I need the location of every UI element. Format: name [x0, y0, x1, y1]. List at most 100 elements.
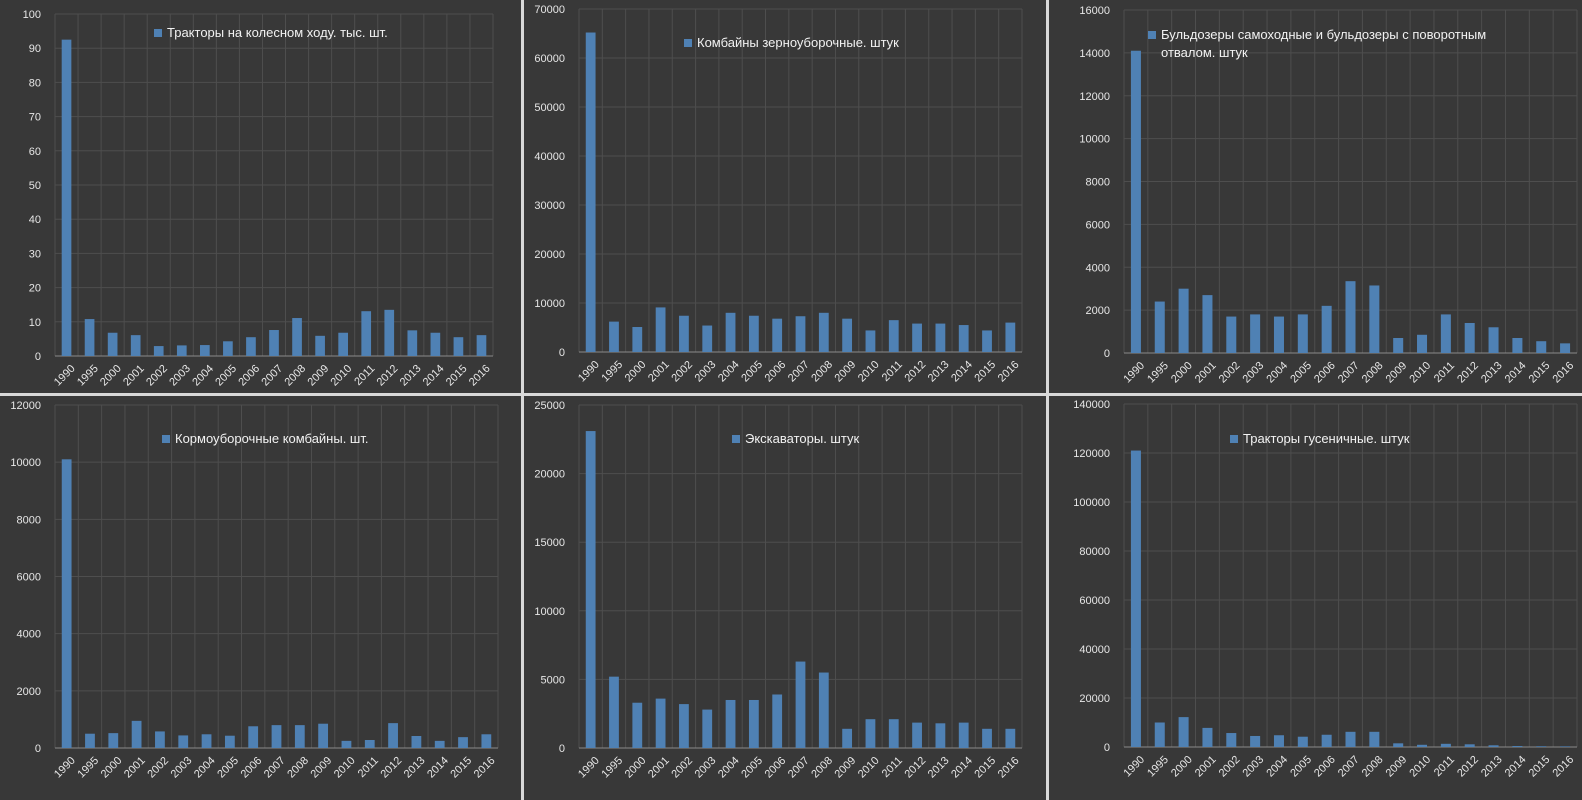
x-tick-label: 2009 [309, 755, 335, 781]
bar-chart-1: 0102030405060708090100199019952000200120… [23, 9, 494, 389]
x-tick-label: 2000 [1169, 360, 1195, 386]
x-tick-label: 2016 [996, 359, 1022, 385]
y-tick-label: 8000 [1086, 177, 1110, 189]
legend-swatch [162, 435, 170, 443]
bar-2012 [1464, 322, 1475, 353]
x-tick-label: 2001 [122, 755, 148, 781]
x-tick-label: 2015 [444, 363, 470, 389]
bar-1990 [61, 459, 72, 748]
y-tick-label: 80000 [1079, 546, 1110, 558]
x-tick-label: 2006 [1312, 754, 1338, 780]
y-tick-label: 10000 [10, 457, 41, 469]
x-tick-label: 1990 [52, 755, 78, 781]
x-tick-label: 2004 [716, 755, 742, 781]
bar-2000 [107, 332, 118, 356]
bar-2010 [865, 330, 876, 352]
bar-chart-5: 0500010000150002000025000199019952000200… [534, 400, 1023, 781]
bar-2011 [1440, 314, 1451, 353]
bar-2000 [1178, 288, 1189, 353]
x-tick-label: 2012 [1455, 754, 1481, 780]
x-tick-label: 2014 [949, 755, 975, 781]
x-tick-label: 2009 [833, 359, 859, 385]
x-tick-label: 2016 [996, 755, 1022, 781]
bar-2007 [795, 316, 806, 352]
bar-2000 [108, 733, 119, 748]
bar-2002 [1226, 316, 1237, 353]
bar-2016 [476, 335, 487, 356]
y-tick-label: 90 [29, 43, 41, 55]
bar-2006 [772, 318, 783, 352]
bar-2016 [481, 734, 492, 748]
x-tick-label: 2009 [1384, 360, 1410, 386]
bar-2006 [772, 694, 783, 748]
y-tick-label: 30000 [534, 200, 565, 212]
y-tick-label: 8000 [17, 514, 41, 526]
y-tick-label: 10000 [534, 606, 565, 618]
bar-2015 [458, 737, 468, 748]
chart-panel-6: 0 20000 40000 60000 80000 100000 120000 140000 1… [1049, 396, 1582, 800]
bar-chart-6: 0 20000 40000 60000 80000 100000 120000 140000 1… [1073, 399, 1578, 780]
bar-1990 [585, 431, 596, 748]
x-tick-label: 2011 [880, 359, 905, 384]
x-tick-label: 1995 [1145, 754, 1171, 780]
x-tick-label: 2005 [213, 363, 239, 389]
bar-2009 [318, 723, 329, 748]
bar-2014 [430, 332, 441, 356]
bar-2015 [1536, 746, 1547, 747]
x-tick-label: 1990 [1121, 754, 1147, 780]
x-tick-label: 2012 [902, 755, 928, 781]
x-tick-label: 2001 [1193, 360, 1219, 386]
y-tick-label: 20000 [534, 469, 565, 481]
x-tick-label: 2013 [402, 755, 428, 781]
bar-2004 [725, 312, 736, 352]
bar-2007 [269, 330, 279, 356]
bar-2003 [1250, 735, 1261, 747]
bar-2002 [153, 346, 164, 356]
x-tick-label: 2007 [259, 363, 285, 389]
bar-2013 [407, 330, 418, 356]
y-tick-label: 6000 [1086, 219, 1110, 231]
bar-2000 [632, 702, 643, 748]
legend-label: Кормоуборочные комбайны. шт. [175, 431, 368, 446]
y-tick-label: 100000 [1073, 497, 1110, 509]
bar-chart-2: 0 10000 20000 30000 40000 50000 60000 70000 1990… [534, 4, 1023, 385]
bar-2005 [748, 699, 759, 748]
bar-1995 [85, 733, 95, 748]
y-tick-label: 4000 [1086, 262, 1110, 274]
bar-2014 [958, 325, 969, 352]
x-tick-label: 1990 [576, 755, 602, 781]
x-tick-label: 2006 [1312, 360, 1338, 386]
bar-2002 [679, 315, 689, 352]
x-tick-label: 2005 [215, 755, 241, 781]
bar-2007 [1345, 281, 1356, 353]
bar-2004 [200, 345, 210, 356]
bar-2014 [1512, 746, 1523, 747]
legend-swatch [1148, 31, 1156, 39]
x-tick-label: 2010 [332, 755, 358, 781]
bar-2008 [818, 312, 829, 352]
x-tick-label: 2007 [786, 755, 812, 781]
x-tick-label: 2008 [1360, 754, 1386, 780]
x-tick-label: 2003 [169, 755, 195, 781]
legend-label: отвалом. штук [1161, 45, 1248, 60]
y-tick-label: 2000 [1086, 305, 1110, 317]
x-tick-label: 2003 [1241, 360, 1267, 386]
x-tick-label: 1995 [75, 363, 101, 389]
legend-label: Комбайны зерноуборочные. штук [697, 35, 899, 50]
bar-2003 [178, 735, 189, 748]
bar-2007 [795, 661, 806, 748]
x-tick-label: 2012 [902, 359, 928, 385]
bar-1995 [1154, 722, 1165, 747]
x-tick-label: 2000 [1169, 754, 1195, 780]
x-tick-label: 1995 [1145, 360, 1171, 386]
bar-2000 [1178, 717, 1189, 747]
y-tick-label: 15000 [534, 537, 565, 549]
x-tick-label: 2010 [1407, 754, 1433, 780]
y-tick-label: 2000 [17, 686, 41, 698]
x-tick-label: 2015 [972, 359, 998, 385]
bar-2005 [748, 315, 759, 352]
bar-2006 [1321, 305, 1332, 353]
bar-2008 [1369, 285, 1380, 353]
bar-2004 [201, 734, 212, 748]
x-tick-label: 2008 [282, 363, 308, 389]
